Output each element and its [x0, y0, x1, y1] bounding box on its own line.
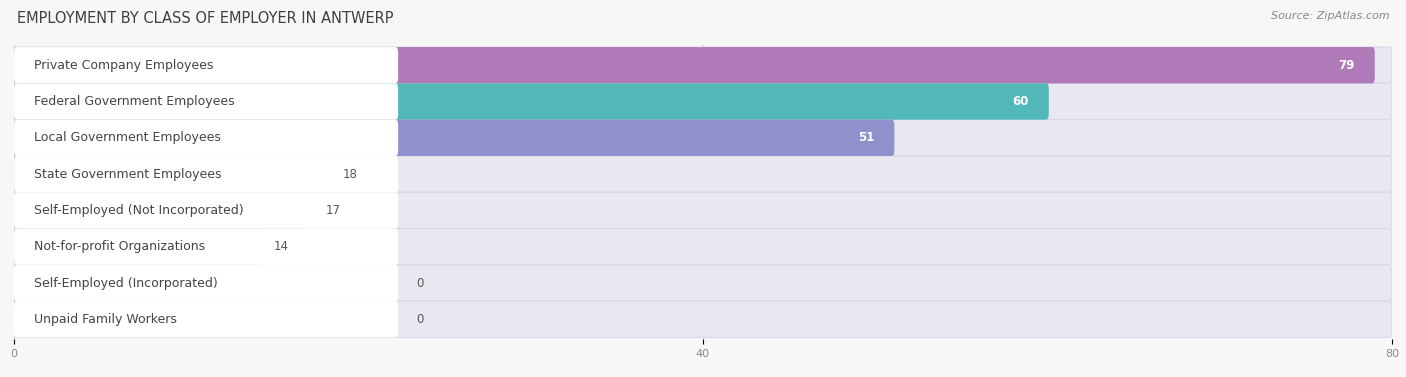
Text: 51: 51 [858, 131, 875, 144]
FancyBboxPatch shape [14, 230, 1392, 263]
Text: Local Government Employees: Local Government Employees [34, 131, 221, 144]
FancyBboxPatch shape [14, 85, 1392, 118]
FancyBboxPatch shape [14, 301, 398, 337]
Text: Federal Government Employees: Federal Government Employees [34, 95, 235, 108]
FancyBboxPatch shape [14, 47, 398, 83]
FancyBboxPatch shape [14, 120, 398, 156]
FancyBboxPatch shape [14, 120, 1392, 156]
Text: 17: 17 [326, 204, 340, 217]
Text: Not-for-profit Organizations: Not-for-profit Organizations [34, 240, 205, 253]
FancyBboxPatch shape [14, 47, 1375, 83]
Text: 0: 0 [416, 313, 423, 326]
FancyBboxPatch shape [14, 83, 1392, 120]
FancyBboxPatch shape [14, 265, 1392, 301]
Text: 79: 79 [1339, 59, 1355, 72]
FancyBboxPatch shape [14, 158, 1392, 190]
FancyBboxPatch shape [14, 83, 398, 120]
Text: Private Company Employees: Private Company Employees [34, 59, 214, 72]
Text: State Government Employees: State Government Employees [34, 168, 221, 181]
Text: EMPLOYMENT BY CLASS OF EMPLOYER IN ANTWERP: EMPLOYMENT BY CLASS OF EMPLOYER IN ANTWE… [17, 11, 394, 26]
FancyBboxPatch shape [14, 265, 398, 301]
FancyBboxPatch shape [14, 121, 1392, 154]
FancyBboxPatch shape [14, 156, 328, 192]
Text: 18: 18 [343, 168, 357, 181]
FancyBboxPatch shape [14, 192, 311, 228]
Text: Source: ZipAtlas.com: Source: ZipAtlas.com [1271, 11, 1389, 21]
FancyBboxPatch shape [14, 192, 398, 228]
FancyBboxPatch shape [14, 228, 1392, 265]
FancyBboxPatch shape [14, 47, 1392, 83]
Text: Self-Employed (Incorporated): Self-Employed (Incorporated) [34, 276, 218, 290]
Text: 14: 14 [274, 240, 290, 253]
FancyBboxPatch shape [14, 83, 1049, 120]
FancyBboxPatch shape [14, 228, 260, 265]
FancyBboxPatch shape [14, 267, 1392, 299]
Text: Unpaid Family Workers: Unpaid Family Workers [34, 313, 177, 326]
Text: 0: 0 [416, 276, 423, 290]
Text: Self-Employed (Not Incorporated): Self-Employed (Not Incorporated) [34, 204, 243, 217]
FancyBboxPatch shape [14, 301, 1392, 337]
FancyBboxPatch shape [14, 49, 1392, 81]
FancyBboxPatch shape [14, 194, 1392, 227]
FancyBboxPatch shape [14, 120, 894, 156]
FancyBboxPatch shape [14, 228, 398, 265]
FancyBboxPatch shape [14, 156, 1392, 192]
FancyBboxPatch shape [14, 192, 1392, 228]
FancyBboxPatch shape [14, 156, 398, 192]
Text: 60: 60 [1012, 95, 1029, 108]
FancyBboxPatch shape [14, 303, 1392, 336]
